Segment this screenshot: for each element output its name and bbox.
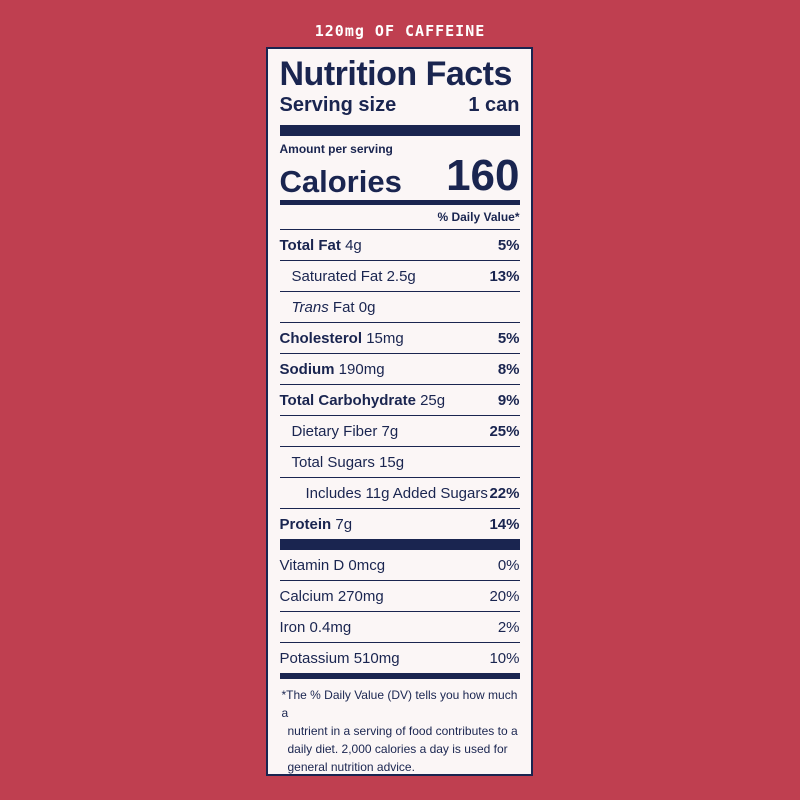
nutrient-amount: 4g [345, 236, 362, 254]
footnote-line: nutrient in a serving of food contribute… [287, 724, 518, 738]
calories-label: Calories [279, 164, 402, 199]
nutrient-dv: 14% [489, 515, 520, 533]
nutrient-name: Sodium [279, 360, 335, 378]
footnote: *The % Daily Value (DV) tells you how mu… [280, 686, 520, 776]
vitamin-name: Iron 0.4mg [279, 618, 352, 636]
nutrient-name: Cholesterol [279, 329, 363, 347]
nutrient-name: Includes 11g Added Sugars [305, 484, 488, 502]
nutrient-name: Total Sugars [291, 453, 375, 471]
serving-size-value: 1 can [468, 94, 520, 116]
nutrient-amount: Fat 0g [332, 298, 376, 316]
nutrient-row-saturated-fat: Saturated Fat 2.5g 13% [279, 260, 520, 291]
nutrient-row-cholesterol: Cholesterol 15mg 5% [279, 322, 520, 353]
nutrient-row-total-sugars: Total Sugars 15g [279, 446, 520, 477]
vitamin-name: Potassium 510mg [279, 649, 400, 667]
nutrient-amount: 25g [420, 391, 446, 409]
nutrient-dv: 5% [497, 329, 520, 347]
nutrient-amount: 7g [381, 422, 399, 440]
nutrient-dv: 25% [489, 422, 520, 440]
caffeine-banner: 120mg OF CAFFEINE [314, 22, 486, 40]
nutrient-row-protein: Protein 7g 14% [279, 508, 520, 539]
footnote-line: daily diet. 2,000 calories a day is used… [287, 742, 508, 756]
serving-size-label: Serving size [279, 94, 397, 116]
nutrient-dv: 5% [497, 236, 520, 254]
nutrient-dv: 8% [497, 360, 520, 378]
vitamin-name: Vitamin D 0mcg [279, 556, 386, 574]
nutrient-name: Total Fat [279, 236, 341, 254]
nutrient-name: Total Carbohydrate [279, 391, 416, 409]
nutrient-amount: 15g [379, 453, 405, 471]
label-title: Nutrition Facts [279, 55, 513, 93]
footnote-line: *The % Daily Value (DV) tells you how mu… [281, 688, 518, 720]
nutrient-row-total-carbohydrate: Total Carbohydrate 25g 9% [279, 384, 520, 415]
vitamin-row: Iron 0.4mg 2% [279, 611, 520, 642]
vitamin-name: Calcium 270mg [279, 587, 384, 605]
nutrient-row-added-sugars: Includes 11g Added Sugars 22% [279, 477, 520, 508]
vitamin-row: Calcium 270mg 20% [279, 580, 520, 611]
vitamin-dv: 20% [489, 587, 520, 605]
vitamin-dv: 10% [489, 649, 520, 667]
nutrient-row-dietary-fiber: Dietary Fiber 7g 25% [279, 415, 520, 446]
nutrient-row-sodium: Sodium 190mg 8% [279, 353, 520, 384]
nutrient-dv: 9% [497, 391, 520, 409]
thick-divider [279, 539, 520, 550]
vitamin-row: Vitamin D 0mcg 0% [280, 550, 520, 580]
nutrient-name: Protein [279, 515, 332, 533]
vitamin-dv: 0% [497, 556, 520, 574]
nutrient-dv: 22% [489, 484, 520, 502]
calories-value: 160 [446, 151, 520, 200]
amount-per-serving: Amount per serving [279, 142, 393, 156]
nutrient-name: Saturated Fat [291, 267, 383, 285]
nutrient-row-trans-fat: Trans Fat 0g [279, 291, 520, 322]
serving-size-row: Serving size 1 can [280, 93, 520, 117]
nutrient-amount: 7g [335, 515, 353, 533]
medium-divider [279, 200, 520, 205]
vitamin-row: Potassium 510mg 10% [279, 642, 520, 673]
nutrient-amount: 2.5g [386, 267, 416, 285]
vitamin-dv: 2% [497, 618, 520, 636]
calories-row: Calories 160 [280, 152, 520, 200]
thick-divider [279, 125, 520, 136]
nutrient-name: Trans [291, 298, 329, 316]
footnote-line: general nutrition advice. [287, 760, 415, 774]
nutrient-amount: 15mg [366, 329, 404, 347]
nutrition-facts-label: Nutrition Facts Serving size 1 can Amoun… [266, 47, 533, 776]
medium-divider [279, 673, 520, 679]
daily-value-header: % Daily Value* [437, 210, 520, 224]
nutrient-name: Dietary Fiber [291, 422, 378, 440]
nutrient-row-total-fat: Total Fat 4g 5% [279, 229, 520, 260]
vitamins-section: Vitamin D 0mcg 0% Calcium 270mg 20% Iron… [279, 550, 520, 673]
nutrient-dv: 13% [489, 267, 520, 285]
nutrient-amount: 190mg [338, 360, 385, 378]
